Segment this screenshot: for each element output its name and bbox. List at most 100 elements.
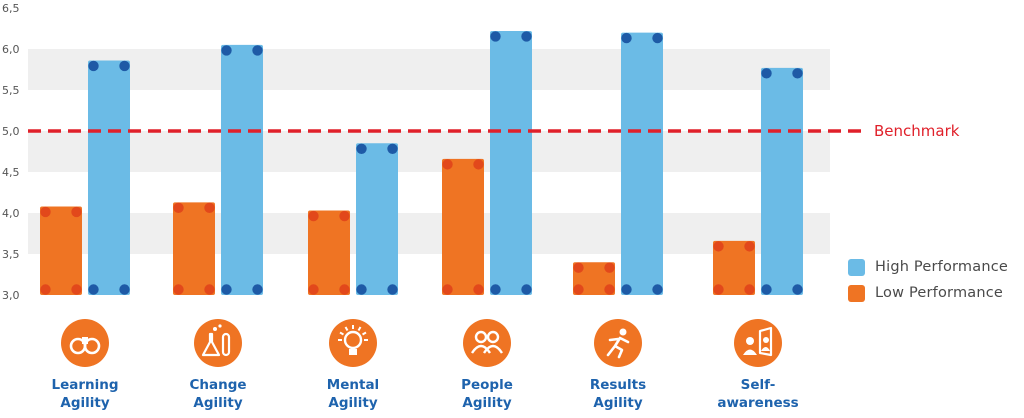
bar-corner-dot: [604, 262, 615, 273]
people-icon: [463, 319, 511, 367]
bar-corner-dot: [604, 284, 615, 295]
category-label: Change Agility: [163, 376, 273, 412]
icon-background: [329, 319, 377, 367]
category-label-line2: awareness: [717, 395, 799, 411]
category-label-line1: Mental: [326, 377, 380, 393]
bar-corner-dot: [308, 210, 319, 222]
legend-swatch-high: [848, 258, 865, 276]
y-tick-label: 5,5: [2, 84, 20, 97]
category-label: Learning Agility: [30, 376, 140, 412]
bar-corner-dot: [252, 284, 263, 295]
y-tick-label: 4,0: [2, 207, 20, 220]
legend-swatch-low: [848, 284, 865, 302]
bar-corner-dot: [761, 284, 772, 295]
bar-corner-dot: [119, 60, 130, 72]
category-label-line2: Agility: [60, 395, 110, 411]
flask-icon: [194, 319, 242, 367]
bar-corner-dot: [356, 284, 367, 295]
bar-high-4: [621, 32, 663, 295]
bar-corner-dot: [356, 143, 367, 154]
bar-corner-dot: [387, 284, 398, 295]
legend-item-high: High Performance: [848, 254, 1024, 280]
bar-corner-dot: [40, 284, 51, 295]
bar-high-3: [490, 30, 532, 296]
icon-background: [194, 319, 242, 367]
bar-corner-dot: [204, 284, 215, 295]
bar-corner-dot: [339, 284, 350, 295]
bar-corner-dot: [40, 206, 51, 218]
bar-low-4: [573, 262, 615, 295]
bar-corner-dot: [442, 284, 453, 295]
category-label-line2: Agility: [593, 395, 643, 411]
y-tick-label: 6,5: [2, 2, 20, 15]
bar-corner-dot: [621, 32, 632, 44]
lightbulb-icon: [329, 319, 377, 367]
legend-item-low: Low Performance: [848, 280, 1024, 306]
bar-high-2: [356, 143, 398, 295]
bar-corner-dot: [387, 143, 398, 154]
bar-high-0: [88, 60, 130, 296]
bar-corner-dot: [204, 202, 215, 214]
bar-corner-dot: [652, 32, 663, 44]
category-label: People Agility: [432, 376, 542, 412]
y-tick-label: 3,0: [2, 289, 20, 302]
category-label-line2: Agility: [193, 395, 243, 411]
icon-background: [463, 319, 511, 367]
bar-corner-dot: [252, 45, 263, 56]
bar-corner-dot: [221, 284, 232, 295]
bar-low-5: [713, 240, 755, 295]
binoculars-icon: [61, 319, 109, 367]
legend-label-low: Low Performance: [875, 285, 1004, 301]
bar-low-2: [308, 210, 350, 295]
bar-corner-dot: [88, 60, 99, 72]
bar-corner-dot: [490, 31, 501, 42]
category-label-line1: Change: [189, 377, 247, 393]
category-label: Self-awareness: [703, 376, 813, 412]
category-label-line1: Results: [589, 377, 647, 393]
grid-band: [28, 49, 830, 90]
bar-corner-dot: [71, 206, 82, 218]
y-tick-label: 5,0: [2, 125, 20, 138]
bar-corner-dot: [521, 284, 532, 295]
category-label: Mental Agility: [298, 376, 408, 412]
category-label-line1: Learning: [51, 377, 119, 393]
bar-low-1: [173, 202, 215, 295]
category-label: Results Agility: [563, 376, 673, 412]
bar-corner-dot: [792, 68, 803, 79]
bar-corner-dot: [71, 284, 82, 295]
y-tick-label: 4,5: [2, 166, 20, 179]
bar-corner-dot: [473, 284, 484, 295]
bar-corner-dot: [442, 159, 453, 170]
category-label-line2: Agility: [328, 395, 378, 411]
grid-band: [28, 131, 830, 172]
icon-background: [734, 319, 782, 367]
grid-band: [28, 213, 830, 254]
y-tick-label: 3,5: [2, 248, 20, 261]
bar-corner-dot: [521, 31, 532, 42]
bar-corner-dot: [761, 68, 772, 79]
benchmark-label: Benchmark: [874, 122, 960, 140]
legend: High Performance Low Performance: [848, 254, 1024, 306]
bar-corner-dot: [573, 262, 584, 273]
bar-corner-dot: [490, 284, 501, 295]
category-label-line1: Self-: [740, 377, 776, 393]
bar-corner-dot: [792, 284, 803, 295]
bar-corner-dot: [119, 284, 130, 295]
bar-corner-dot: [744, 241, 755, 252]
bar-corner-dot: [221, 45, 232, 56]
bar-corner-dot: [573, 284, 584, 295]
bar-corner-dot: [621, 284, 632, 295]
bar-corner-dot: [713, 241, 724, 252]
category-label-line2: Agility: [462, 395, 512, 411]
bar-high-1: [221, 44, 263, 296]
mirror-person-icon: [734, 319, 782, 367]
bar-low-0: [40, 206, 82, 295]
y-tick-label: 6,0: [2, 43, 20, 56]
bar-low-3: [442, 158, 484, 295]
category-label-line1: People: [461, 377, 513, 393]
bar-corner-dot: [308, 284, 319, 295]
bar-corner-dot: [744, 284, 755, 295]
bar-corner-dot: [173, 284, 184, 295]
